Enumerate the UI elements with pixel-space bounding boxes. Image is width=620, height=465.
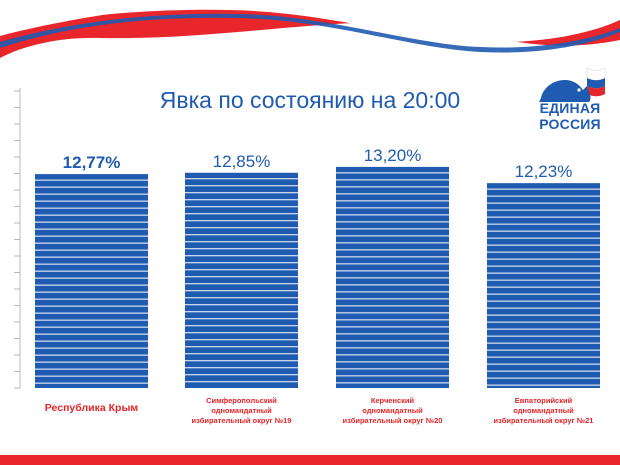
bar xyxy=(35,174,148,388)
y-axis xyxy=(14,88,20,388)
footer-stripe xyxy=(0,455,620,465)
value-label: 12,77% xyxy=(63,153,121,172)
bar xyxy=(487,183,600,388)
category-label-line: Симферопольский xyxy=(177,396,307,406)
category-label: Симферопольский одномандатный избирательны… xyxy=(177,396,307,426)
value-label: 13,20% xyxy=(364,146,422,165)
value-label: 12,23% xyxy=(515,162,573,181)
bar xyxy=(336,167,449,388)
category-label-line: Евпаторийский xyxy=(479,396,609,406)
value-label: 12,85% xyxy=(213,152,271,171)
category-label-line: одномандатный xyxy=(177,406,307,416)
bar xyxy=(185,173,298,388)
category-label: Республика Крым xyxy=(27,402,157,415)
category-label-line: одномандатный xyxy=(328,406,458,416)
category-label-line: Керченский xyxy=(328,396,458,406)
category-label-line: избирательный округ №20 xyxy=(328,416,458,426)
category-label-line: Республика Крым xyxy=(27,402,157,415)
category-label-line: избирательный округ №21 xyxy=(479,416,609,426)
category-label-line: одномандатный xyxy=(479,406,609,416)
category-label-line: избирательный округ №19 xyxy=(177,416,307,426)
category-label: Керченский одномандатный избирательный окр… xyxy=(328,396,458,426)
category-label: Евпаторийский одномандатный избирательный … xyxy=(479,396,609,426)
